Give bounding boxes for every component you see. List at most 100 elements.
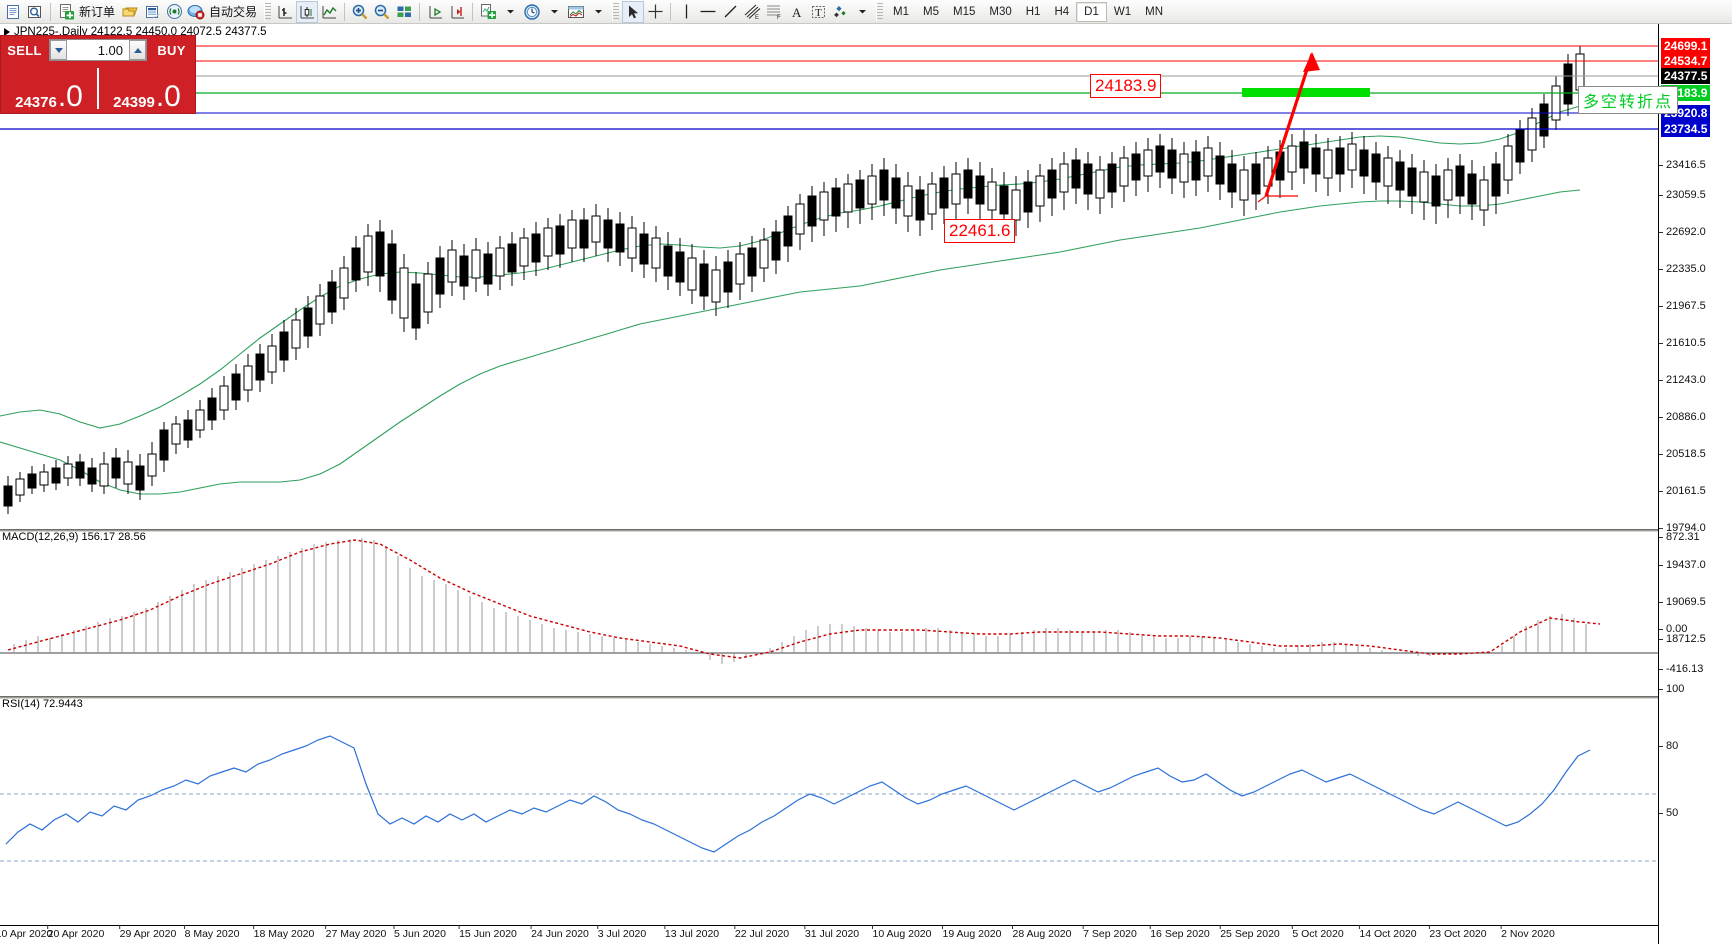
crosshair-icon[interactable] [644, 1, 666, 23]
chart-area[interactable]: JPN225-,Daily 24122.5 24450.0 24072.5 24… [0, 24, 1732, 944]
sell-button[interactable]: SELL [7, 42, 42, 58]
fibonacci-icon[interactable]: F [763, 1, 785, 23]
toolbar-grip[interactable] [264, 2, 272, 21]
rsi-indicator-label: RSI(14) 72.9443 [2, 698, 83, 710]
price-annotation-22461[interactable]: 22461.6 [944, 219, 1016, 243]
trade-panel-prices: 24376.0 24399.0 [1, 64, 195, 113]
vline-icon[interactable] [675, 1, 697, 23]
timeframe-h4[interactable]: H4 [1054, 5, 1070, 18]
sell-price-decimal: .0 [57, 80, 83, 114]
buy-button[interactable]: BUY [157, 42, 186, 58]
document-icon[interactable] [2, 1, 24, 23]
timeframe-m15[interactable]: M15 [953, 5, 976, 18]
period-icon[interactable] [521, 1, 543, 23]
pane-separator-rsi[interactable] [0, 696, 1658, 699]
chevron-down-icon[interactable] [499, 1, 521, 23]
timeframe-d1[interactable]: D1 [1076, 1, 1107, 22]
price-label-23734[interactable]: 23734.5 [1661, 121, 1711, 137]
timeframe-m1[interactable]: M1 [893, 5, 910, 18]
price-label-24699[interactable]: 24699.1 [1661, 38, 1711, 54]
main-toolbar: 新订单 自动交易 [0, 0, 1732, 24]
line-chart-icon[interactable] [318, 1, 340, 23]
rsi-tick-80: 80 [1659, 740, 1678, 752]
chart-grid-icon[interactable] [393, 1, 415, 23]
chevron-down-icon[interactable] [851, 1, 873, 23]
svg-text:F: F [777, 15, 781, 20]
date-tick: 13 Jul 2020 [664, 925, 719, 940]
macd-tick-high: 872.31 [1659, 531, 1700, 543]
price-tick: 20161.5 [1659, 485, 1706, 497]
macd-series [0, 538, 1658, 664]
zoom-out-icon[interactable] [371, 1, 393, 23]
volume-stepper[interactable]: 1.00 [49, 39, 147, 61]
trend-arrow-icon [1264, 52, 1320, 197]
chevron-down-icon[interactable] [543, 1, 565, 23]
text-icon[interactable]: A [785, 1, 807, 23]
date-tick: 10 Apr 2020 [0, 928, 53, 940]
timeframe-w1[interactable]: W1 [1113, 5, 1132, 18]
templates-icon[interactable] [565, 1, 587, 23]
svg-text:A: A [792, 5, 802, 20]
signal-icon[interactable] [163, 1, 185, 23]
candle-chart-icon[interactable] [296, 0, 319, 23]
date-tick: 31 Jul 2020 [804, 925, 859, 940]
publish-icon[interactable] [141, 1, 163, 23]
sell-price[interactable]: 24376.0 [1, 64, 97, 113]
macd-histogram [13, 538, 1587, 664]
buy-price[interactable]: 24399.0 [99, 64, 195, 113]
trendline-icon[interactable] [719, 1, 741, 23]
timeframe-m5[interactable]: M5 [923, 5, 939, 18]
rsi-tick-100: 100 [1659, 683, 1684, 695]
autotrade-icon[interactable] [185, 1, 207, 23]
date-tick: 25 Sep 2020 [1219, 925, 1280, 940]
price-tick: 19069.5 [1659, 596, 1706, 608]
date-tick: 20 Apr 2020 [47, 925, 104, 940]
timeframe-h1[interactable]: H1 [1025, 5, 1041, 18]
cursor-icon[interactable] [622, 0, 645, 23]
toolbar-grip[interactable] [612, 2, 620, 21]
date-tick: 29 Apr 2020 [119, 925, 176, 940]
label-icon[interactable]: T [807, 1, 829, 23]
support-zone-block [1242, 88, 1370, 97]
timeframe-mn[interactable]: MN [1145, 5, 1163, 18]
one-click-trading-panel[interactable]: SELL 1.00 BUY 24376.0 24399.0 [0, 35, 196, 114]
volume-increase-button[interactable] [129, 40, 146, 60]
equidistant-icon[interactable]: E [741, 1, 763, 23]
collapse-arrow-icon[interactable] [4, 27, 10, 36]
price-label-24534[interactable]: 24534.7 [1661, 53, 1711, 69]
date-tick: 15 Jun 2020 [458, 925, 517, 940]
zoom-in-icon[interactable] [349, 1, 371, 23]
toolbar-grip[interactable] [876, 2, 884, 21]
new-order-icon[interactable] [55, 1, 77, 23]
price-label-24377[interactable]: 24377.5 [1661, 68, 1711, 84]
sell-price-integer: 24376 [15, 94, 57, 111]
time-scale[interactable]: 10 Apr 2020 20 Apr 2020 29 Apr 2020 8 Ma… [0, 925, 1658, 944]
timeframe-m30[interactable]: M30 [989, 5, 1012, 18]
toolbar-separator [344, 2, 346, 21]
price-tick: 20518.5 [1659, 448, 1706, 460]
date-tick: 5 Jun 2020 [393, 925, 446, 940]
price-scale[interactable]: 23416.5 23059.5 22692.0 22335.0 21967.5 … [1658, 24, 1732, 944]
chevron-down-icon[interactable] [587, 1, 609, 23]
hline-icon[interactable] [697, 1, 719, 23]
folder-icon[interactable] [119, 1, 141, 23]
date-tick: 5 Oct 2020 [1291, 925, 1344, 940]
autotrade-label[interactable]: 自动交易 [209, 5, 258, 19]
volume-decrease-button[interactable] [50, 40, 67, 60]
shapes-icon[interactable] [829, 1, 851, 23]
turning-point-annotation[interactable]: 多空转折点 [1578, 86, 1679, 114]
price-annotation-24183[interactable]: 24183.9 [1090, 74, 1162, 98]
new-order-label[interactable]: 新订单 [79, 5, 116, 19]
shift-start-icon[interactable] [424, 1, 446, 23]
price-tick: 19794.0 [1659, 522, 1706, 534]
bar-chart-icon[interactable] [274, 1, 296, 23]
volume-input[interactable]: 1.00 [97, 42, 123, 58]
pane-separator-macd[interactable] [0, 529, 1658, 532]
shift-end-icon[interactable] [446, 1, 468, 23]
search-chart-icon[interactable] [24, 1, 46, 23]
date-tick: 2 Nov 2020 [1500, 925, 1555, 940]
price-tick: 23059.5 [1659, 189, 1706, 201]
add-indicator-icon[interactable] [477, 1, 499, 23]
date-tick: 18 May 2020 [253, 925, 314, 940]
